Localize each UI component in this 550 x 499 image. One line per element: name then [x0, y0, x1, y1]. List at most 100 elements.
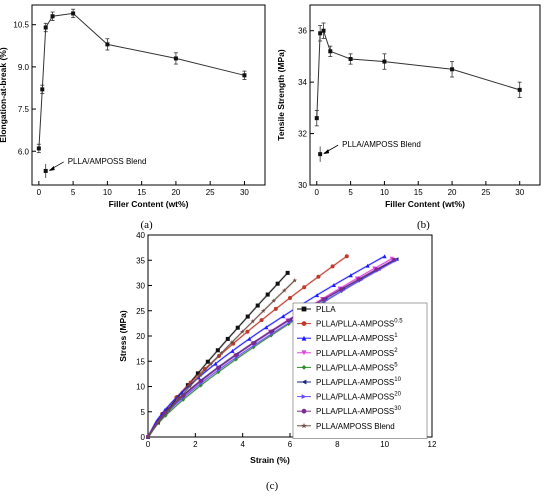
data-point — [219, 350, 224, 356]
data-point — [264, 325, 269, 330]
x-axis-title: Filler Content (wt%) — [385, 199, 465, 209]
y-axis-title: Elongation-at-break (%) — [0, 47, 8, 143]
legend-marker — [301, 306, 307, 312]
series-line — [316, 29, 520, 119]
data-point — [50, 14, 55, 19]
legend-entry: PLLA/PLLA-AMPOSS30 — [316, 406, 402, 416]
data-point — [285, 270, 290, 275]
data-point — [321, 297, 326, 302]
data-point — [348, 57, 353, 61]
annotation-arrowhead — [48, 165, 55, 171]
x-tick-label: 10 — [380, 440, 389, 449]
legend-superscript: 0.5 — [394, 319, 403, 325]
legend-superscript: 20 — [394, 392, 401, 398]
legend-marker — [301, 422, 307, 429]
legend-marker — [301, 408, 307, 414]
series-line — [38, 12, 245, 149]
legend-label: PLLA/PLLA-AMPOSS — [316, 393, 394, 402]
panel-b: 0 5 10 15 20 25 30 30 32 34 36 Filler Content (wt%)… — [276, 4, 541, 231]
data-point — [275, 281, 280, 286]
data-point — [105, 42, 110, 47]
data-point — [339, 287, 344, 292]
legend-box — [292, 302, 428, 439]
x-tick-label: 15 — [414, 188, 423, 197]
y-tick-label: 5 — [141, 408, 146, 417]
blend-point — [43, 168, 48, 173]
data-point — [392, 257, 397, 262]
series-group — [146, 257, 397, 439]
legend-marker — [301, 335, 307, 341]
legend-superscript: 10 — [394, 377, 401, 383]
data-point — [242, 73, 247, 78]
data-point — [213, 361, 218, 366]
data-point — [195, 371, 200, 376]
y-tick-label: 10.5 — [13, 21, 29, 30]
x-tick-label: 20 — [171, 188, 180, 197]
data-point — [208, 361, 214, 366]
data-point — [292, 278, 298, 283]
data-point — [374, 267, 379, 272]
legend-marker — [301, 365, 307, 370]
data-point — [156, 420, 161, 425]
data-point — [382, 254, 387, 259]
data-point — [314, 116, 319, 121]
x-tick-label: 0 — [37, 188, 42, 197]
legend-entry: PLLA/AMPOSS Blend — [316, 422, 395, 431]
data-point — [255, 303, 260, 308]
y-tick-label: 34 — [298, 78, 307, 87]
panel-label: (c) — [266, 480, 279, 492]
data-point — [281, 314, 286, 319]
data-point — [173, 56, 178, 61]
legend-label: PLLA/AMPOSS Blend — [316, 422, 395, 431]
legend-label: PLLA/PLLA-AMPOSS — [316, 320, 394, 329]
data-point — [331, 283, 336, 288]
legend-entry: PLLA — [316, 305, 336, 314]
data-point — [321, 28, 326, 33]
data-point — [318, 31, 323, 36]
panel-a: 0 5 10 15 20 25 30 6.0 7.5 9.0 10.5 Filler Content … — [0, 4, 266, 231]
data-point — [348, 273, 353, 278]
y-tick-label: 7.5 — [18, 105, 30, 114]
data-point — [198, 372, 203, 377]
annotation-arrowhead — [323, 149, 330, 155]
y-tick-label: 15 — [136, 357, 145, 366]
x-tick-label: 8 — [335, 440, 340, 449]
data-point — [450, 67, 455, 72]
data-point — [288, 295, 292, 300]
x-tick-label: 0 — [146, 440, 151, 449]
data-point — [216, 365, 221, 370]
data-point — [163, 410, 168, 415]
data-point — [365, 263, 370, 268]
data-point — [230, 348, 235, 353]
legend-superscript: 1 — [394, 333, 398, 339]
y-axis-title: Stress (MPa) — [118, 310, 128, 362]
data-point — [316, 274, 321, 279]
data-point — [251, 341, 256, 346]
annotation-text: PLLA/AMPOSS Blend — [68, 157, 147, 166]
legend-entry: PLLA/PLLA-AMPOSS5 — [316, 362, 398, 372]
x-axis-title: Strain (%) — [250, 455, 290, 465]
x-tick-label: 5 — [348, 188, 353, 197]
data-point — [265, 292, 270, 297]
plot-frame — [309, 4, 541, 186]
data-point — [356, 277, 361, 282]
legend-superscript: 2 — [394, 348, 398, 354]
data-point — [328, 49, 333, 54]
annotation-text: PLLA/AMPOSS Blend — [342, 140, 421, 149]
data-point — [281, 288, 287, 293]
x-tick-label: 20 — [448, 188, 457, 197]
panel-label: (b) — [417, 219, 430, 231]
x-tick-label: 0 — [315, 188, 320, 197]
y-tick-label: 30 — [136, 282, 145, 291]
y-tick-label: 36 — [298, 27, 307, 36]
x-tick-label: 15 — [137, 188, 146, 197]
data-point — [198, 379, 203, 384]
data-point — [240, 329, 245, 334]
x-tick-label: 30 — [515, 188, 524, 197]
legend-label: PLLA/PLLA-AMPOSS — [316, 378, 394, 387]
data-point — [269, 329, 274, 334]
data-point — [247, 336, 252, 341]
data-point — [315, 293, 320, 298]
